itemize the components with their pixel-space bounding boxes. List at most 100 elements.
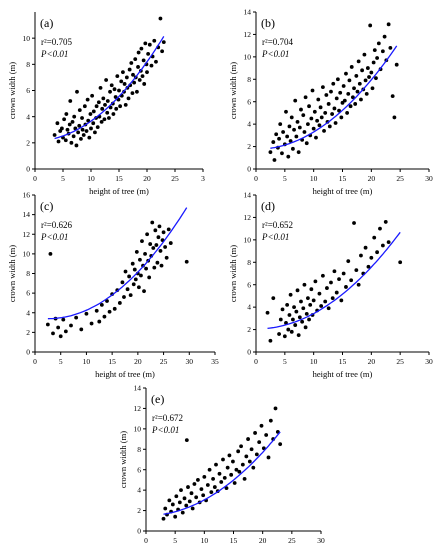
- data-point: [153, 228, 158, 233]
- data-point: [354, 74, 359, 78]
- x-tick-label: 3: [201, 174, 205, 183]
- data-point: [107, 116, 111, 120]
- data-point: [170, 502, 175, 507]
- y-tick-label: 6: [247, 97, 251, 106]
- data-point: [371, 60, 376, 65]
- data-point: [342, 98, 347, 103]
- data-point: [287, 313, 292, 317]
- x-tick-label: 0: [144, 536, 148, 545]
- data-point: [123, 102, 128, 107]
- data-point: [285, 134, 290, 139]
- data-point: [139, 273, 143, 278]
- data-point: [354, 268, 359, 273]
- data-point: [192, 482, 197, 486]
- data-point: [131, 282, 136, 287]
- x-tick-label: 15: [339, 357, 347, 366]
- data-point: [158, 249, 163, 253]
- data-point: [159, 263, 164, 268]
- data-point: [292, 127, 296, 132]
- data-point: [362, 52, 367, 57]
- x-tick-label: 5: [59, 357, 63, 366]
- data-point: [89, 126, 93, 131]
- data-point: [291, 146, 295, 151]
- data-point: [309, 116, 314, 121]
- data-point: [134, 250, 139, 254]
- data-point: [124, 75, 129, 80]
- r-squared-text: r²=0.705: [41, 37, 73, 47]
- x-tick-label: 20: [368, 174, 376, 183]
- data-point: [121, 70, 125, 75]
- data-point: [341, 84, 346, 88]
- data-point: [376, 41, 381, 46]
- data-point: [257, 440, 262, 445]
- data-point: [194, 495, 199, 500]
- y-tick-label: 8: [137, 445, 141, 454]
- data-point: [339, 115, 344, 120]
- r-squared-text: r²=0.704: [262, 37, 294, 47]
- y-tick-label: 6: [26, 86, 30, 95]
- data-point: [350, 95, 355, 100]
- data-point: [119, 79, 124, 84]
- y-tick-label: 4: [247, 120, 251, 129]
- data-point: [386, 22, 391, 27]
- data-point: [382, 34, 387, 39]
- data-point: [77, 108, 82, 113]
- data-point: [107, 309, 112, 314]
- data-point: [309, 287, 314, 292]
- data-point: [326, 102, 331, 106]
- data-point: [331, 81, 336, 86]
- data-point: [128, 293, 133, 297]
- data-point: [352, 221, 356, 225]
- data-point: [64, 112, 69, 116]
- data-point: [344, 71, 348, 76]
- data-point: [232, 481, 237, 485]
- data-point: [129, 61, 134, 65]
- data-point: [372, 235, 377, 240]
- data-point: [102, 314, 107, 319]
- chart-panel-3: 0 5 10 15 20 25 30 35 0 2 4 6 8 10 12 14 16 height of tre…: [7, 191, 219, 379]
- data-point: [333, 121, 338, 125]
- y-tick-label: 2: [137, 506, 141, 515]
- p-value-text: P<0.01: [151, 425, 179, 435]
- data-point: [317, 123, 322, 128]
- data-point: [95, 125, 100, 130]
- y-tick-label: 12: [244, 213, 252, 222]
- data-point: [330, 112, 335, 116]
- x-tick-label: 15: [230, 536, 238, 545]
- data-point: [368, 23, 373, 28]
- x-tick-label: 25: [160, 357, 168, 366]
- data-point: [281, 130, 286, 134]
- data-point: [292, 305, 296, 310]
- data-point: [59, 126, 64, 131]
- fit-curve: [47, 207, 188, 320]
- y-tick-label: 0: [26, 348, 30, 357]
- data-point: [323, 111, 328, 115]
- data-point: [168, 241, 173, 245]
- data-point: [355, 89, 360, 94]
- data-point: [91, 109, 96, 114]
- data-point: [55, 121, 60, 126]
- data-point: [187, 499, 192, 504]
- data-point: [344, 285, 348, 289]
- x-tick-label: 30: [186, 357, 194, 366]
- data-point: [132, 267, 137, 272]
- data-point: [152, 38, 157, 43]
- data-point: [280, 307, 285, 312]
- data-point: [88, 112, 93, 116]
- data-point: [266, 455, 271, 460]
- y-tick-label: 4: [137, 486, 141, 495]
- data-point: [278, 122, 283, 127]
- data-point: [84, 311, 89, 316]
- data-point: [294, 309, 299, 314]
- data-point: [319, 115, 324, 120]
- data-point: [239, 444, 243, 449]
- y-tick-label: 0: [247, 348, 251, 357]
- data-point: [201, 493, 206, 498]
- p-value-text: P<0.01: [40, 232, 68, 242]
- data-point: [84, 129, 89, 133]
- y-tick-label: 2: [247, 325, 251, 334]
- data-point: [189, 491, 194, 496]
- data-point: [163, 245, 168, 249]
- x-tick-label: 0: [254, 174, 258, 183]
- data-point: [229, 472, 234, 477]
